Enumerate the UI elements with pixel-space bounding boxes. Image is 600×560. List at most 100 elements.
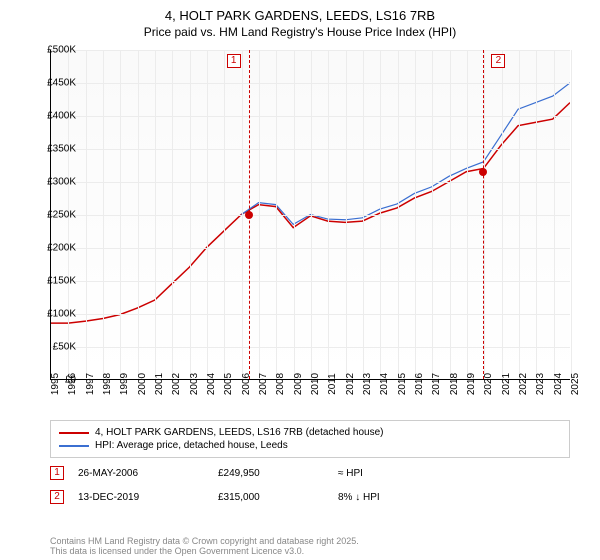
- transaction-marker: 2: [50, 490, 64, 504]
- transaction-price: £315,000: [218, 492, 338, 503]
- x-axis-label: 2019: [466, 373, 477, 395]
- gridline-v: [346, 50, 347, 379]
- gridline-v: [103, 50, 104, 379]
- event-line: [483, 50, 484, 379]
- x-axis-label: 1998: [102, 373, 113, 395]
- chart-container: 4, HOLT PARK GARDENS, LEEDS, LS16 7RB Pr…: [0, 0, 600, 560]
- x-axis-label: 2010: [310, 373, 321, 395]
- legend-swatch: [59, 432, 89, 434]
- gridline-v: [484, 50, 485, 379]
- x-axis-label: 2015: [397, 373, 408, 395]
- x-axis-label: 2017: [431, 373, 442, 395]
- gridline-v: [450, 50, 451, 379]
- legend-label: HPI: Average price, detached house, Leed…: [95, 440, 288, 451]
- y-axis-label: £400K: [30, 111, 76, 122]
- legend-swatch: [59, 445, 89, 447]
- gridline-v: [311, 50, 312, 379]
- gridline-v: [536, 50, 537, 379]
- x-axis-label: 2004: [206, 373, 217, 395]
- y-axis-label: £200K: [30, 243, 76, 254]
- gridline-v: [155, 50, 156, 379]
- gridline-v: [224, 50, 225, 379]
- x-axis-label: 2008: [275, 373, 286, 395]
- gridline-v: [138, 50, 139, 379]
- y-axis-label: £500K: [30, 45, 76, 56]
- transaction-marker: 1: [50, 466, 64, 480]
- gridline-v: [190, 50, 191, 379]
- y-axis-label: £300K: [30, 177, 76, 188]
- y-axis-label: £100K: [30, 309, 76, 320]
- gridline-v: [328, 50, 329, 379]
- gridline-v: [554, 50, 555, 379]
- x-axis-label: 2009: [293, 373, 304, 395]
- transaction-point: [479, 168, 487, 176]
- legend-item-hpi: HPI: Average price, detached house, Leed…: [59, 440, 561, 451]
- event-marker: 1: [227, 54, 241, 68]
- y-axis-label: £50K: [30, 342, 76, 353]
- x-axis-label: 2005: [223, 373, 234, 395]
- x-axis-label: 1999: [119, 373, 130, 395]
- footer-line: This data is licensed under the Open Gov…: [50, 546, 570, 556]
- x-axis-label: 2025: [570, 373, 581, 395]
- title-subtitle: Price paid vs. HM Land Registry's House …: [0, 25, 600, 39]
- x-axis-label: 2012: [345, 373, 356, 395]
- transaction-date: 13-DEC-2019: [78, 492, 218, 503]
- legend-label: 4, HOLT PARK GARDENS, LEEDS, LS16 7RB (d…: [95, 427, 383, 438]
- x-axis-label: 2007: [258, 373, 269, 395]
- x-axis-label: 2002: [171, 373, 182, 395]
- x-axis-label: 2003: [189, 373, 200, 395]
- x-axis-label: 2014: [379, 373, 390, 395]
- title-block: 4, HOLT PARK GARDENS, LEEDS, LS16 7RB Pr…: [0, 0, 600, 43]
- x-axis-label: 2001: [154, 373, 165, 395]
- gridline-v: [380, 50, 381, 379]
- x-axis-label: 2006: [241, 373, 252, 395]
- gridline-v: [432, 50, 433, 379]
- gridline-v: [259, 50, 260, 379]
- transaction-date: 26-MAY-2006: [78, 468, 218, 479]
- transaction-delta: 8% ↓ HPI: [338, 492, 438, 503]
- gridline-v: [242, 50, 243, 379]
- x-axis-label: 2013: [362, 373, 373, 395]
- x-axis-label: 2018: [449, 373, 460, 395]
- transaction-row: 1 26-MAY-2006 £249,950 ≈ HPI: [50, 466, 570, 480]
- legend: 4, HOLT PARK GARDENS, LEEDS, LS16 7RB (d…: [50, 420, 570, 458]
- gridline-v: [207, 50, 208, 379]
- gridline-v: [398, 50, 399, 379]
- x-axis-label: 2022: [518, 373, 529, 395]
- transaction-point: [245, 211, 253, 219]
- transaction-price: £249,950: [218, 468, 338, 479]
- x-axis-label: 2021: [501, 373, 512, 395]
- event-marker: 2: [491, 54, 505, 68]
- gridline-v: [276, 50, 277, 379]
- x-axis-label: 2016: [414, 373, 425, 395]
- y-axis-label: £150K: [30, 276, 76, 287]
- x-axis-label: 1995: [50, 373, 61, 395]
- gridline-v: [467, 50, 468, 379]
- x-axis-label: 2011: [327, 373, 338, 395]
- gridline-v: [294, 50, 295, 379]
- x-axis-label: 1997: [85, 373, 96, 395]
- y-axis-label: £350K: [30, 144, 76, 155]
- transaction-delta: ≈ HPI: [338, 468, 438, 479]
- y-axis-label: £250K: [30, 210, 76, 221]
- x-axis-label: 2020: [483, 373, 494, 395]
- y-axis-label: £450K: [30, 78, 76, 89]
- x-axis-label: 2000: [137, 373, 148, 395]
- gridline-v: [120, 50, 121, 379]
- legend-item-property: 4, HOLT PARK GARDENS, LEEDS, LS16 7RB (d…: [59, 427, 561, 438]
- x-axis-label: 2024: [553, 373, 564, 395]
- footer-attribution: Contains HM Land Registry data © Crown c…: [50, 536, 570, 556]
- gridline-v: [415, 50, 416, 379]
- footer-line: Contains HM Land Registry data © Crown c…: [50, 536, 570, 546]
- x-axis-label: 2023: [535, 373, 546, 395]
- gridline-v: [571, 50, 572, 379]
- gridline-v: [519, 50, 520, 379]
- title-address: 4, HOLT PARK GARDENS, LEEDS, LS16 7RB: [0, 8, 600, 23]
- gridline-v: [363, 50, 364, 379]
- chart-plot-area: 12: [50, 50, 570, 380]
- gridline-v: [86, 50, 87, 379]
- gridline-v: [502, 50, 503, 379]
- x-axis-label: 1996: [67, 373, 78, 395]
- transaction-row: 2 13-DEC-2019 £315,000 8% ↓ HPI: [50, 490, 570, 504]
- gridline-v: [172, 50, 173, 379]
